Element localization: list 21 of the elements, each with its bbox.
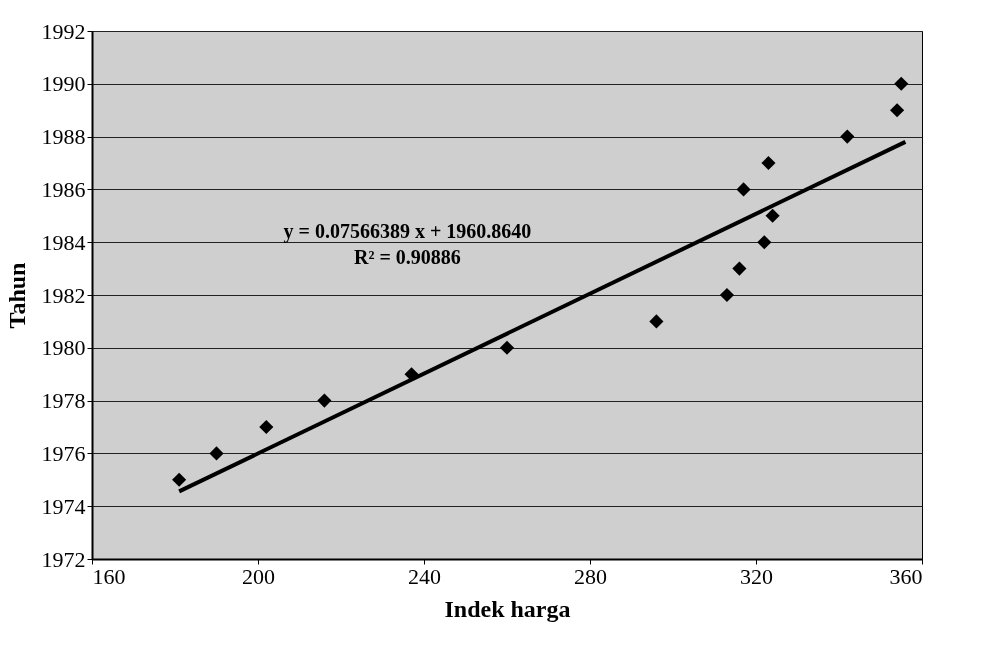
y-axis-title: Tahun <box>3 262 30 329</box>
y-tick-label: 1976 <box>41 440 86 466</box>
x-tick-label: 200 <box>242 563 275 589</box>
x-axis-title: Indek harga <box>444 595 571 622</box>
x-tick-label: 360 <box>889 563 923 589</box>
x-tick-label: 240 <box>408 563 441 589</box>
x-tick-label: 280 <box>574 563 607 589</box>
y-tick-label: 1972 <box>41 546 86 572</box>
y-tick-label: 1986 <box>41 176 86 202</box>
y-tick-label: 1982 <box>41 282 86 308</box>
x-tick-label: 160 <box>92 563 126 589</box>
y-tick-label: 1980 <box>41 335 86 361</box>
y-tick-label: 1978 <box>41 388 86 414</box>
y-tick-label: 1990 <box>41 71 86 97</box>
y-tick-label: 1988 <box>41 124 86 150</box>
annotation: R² = 0.90886 <box>353 246 461 269</box>
y-tick-label: 1984 <box>41 229 86 255</box>
y-tick-label: 1974 <box>41 493 86 519</box>
x-tick-label: 320 <box>740 563 773 589</box>
y-tick-label: 1992 <box>41 18 86 44</box>
annotation: y = 0.07566389 x + 1960.8640 <box>283 219 532 243</box>
